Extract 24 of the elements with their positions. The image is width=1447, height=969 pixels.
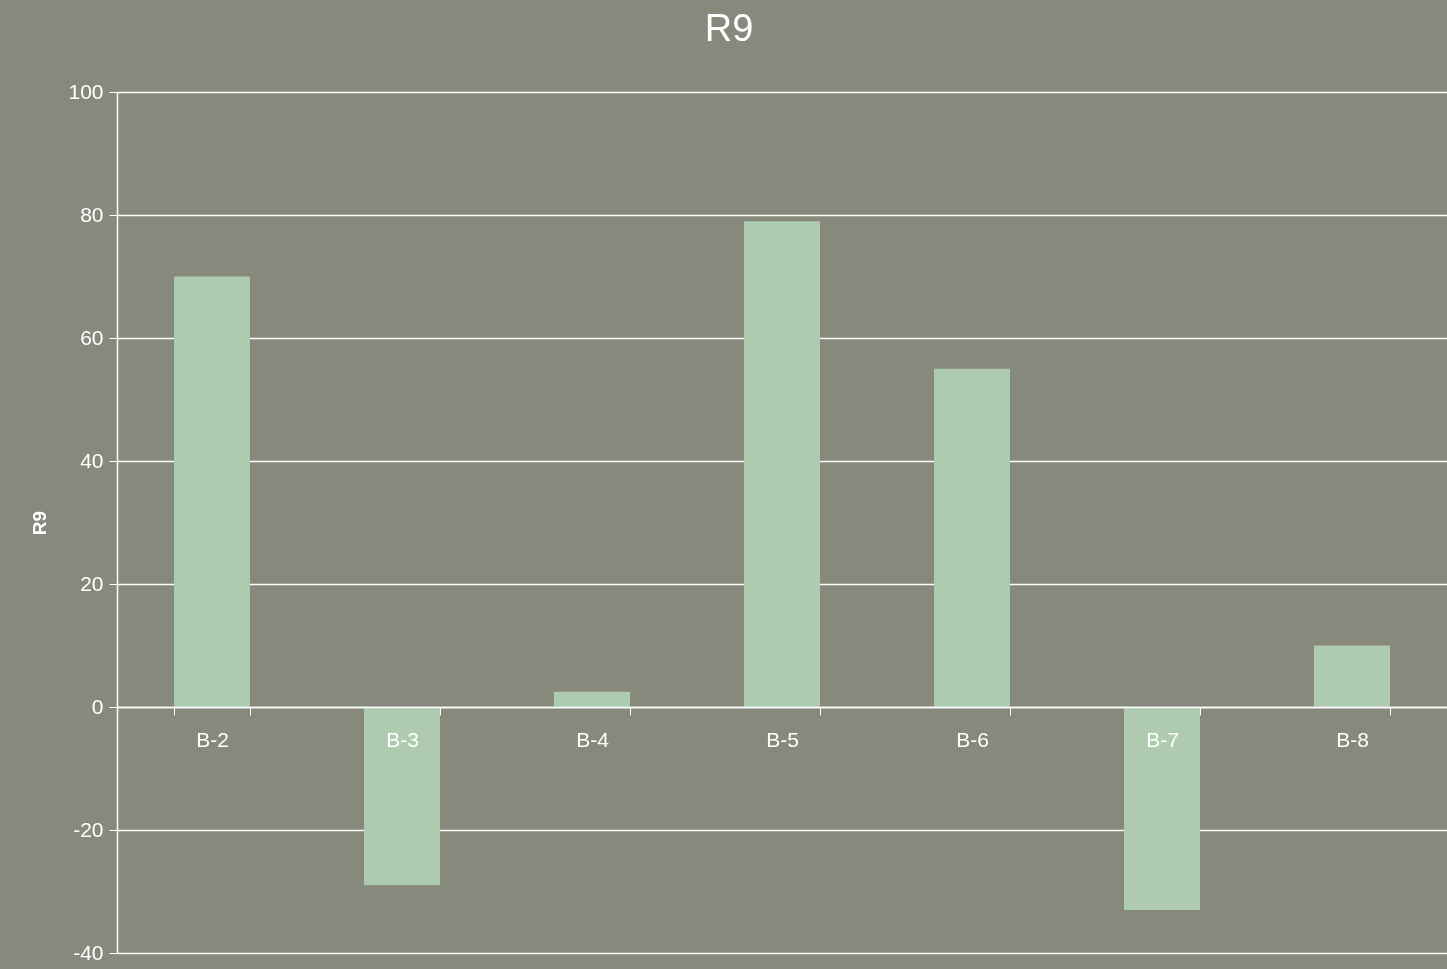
bar [554, 691, 630, 707]
x-tick-label: B-5 [766, 727, 799, 751]
x-tick-label: B-7 [1146, 727, 1179, 751]
y-tick-label: -20 [73, 817, 104, 841]
bar [1314, 645, 1390, 707]
y-tick-label: 60 [80, 325, 104, 349]
bar [364, 707, 440, 886]
chart-title: R9 [704, 7, 754, 49]
y-tick-label: -40 [73, 940, 104, 964]
x-tick-label: B-2 [196, 727, 229, 751]
y-tick-label: 0 [91, 694, 104, 718]
x-tick-label: B-8 [1336, 727, 1369, 751]
y-tick-label: 80 [80, 202, 104, 226]
x-tick-label: B-6 [956, 727, 989, 751]
y-axis-title: R9 [29, 510, 51, 536]
bar [744, 221, 820, 707]
bar [1124, 707, 1200, 910]
y-tick-label: 100 [68, 79, 104, 103]
y-tick-label: 40 [80, 448, 104, 472]
y-tick-label: 20 [80, 571, 104, 595]
x-tick-label: B-4 [576, 727, 610, 751]
x-tick-label: B-3 [386, 727, 419, 751]
bar [934, 368, 1010, 707]
bar [174, 276, 250, 707]
